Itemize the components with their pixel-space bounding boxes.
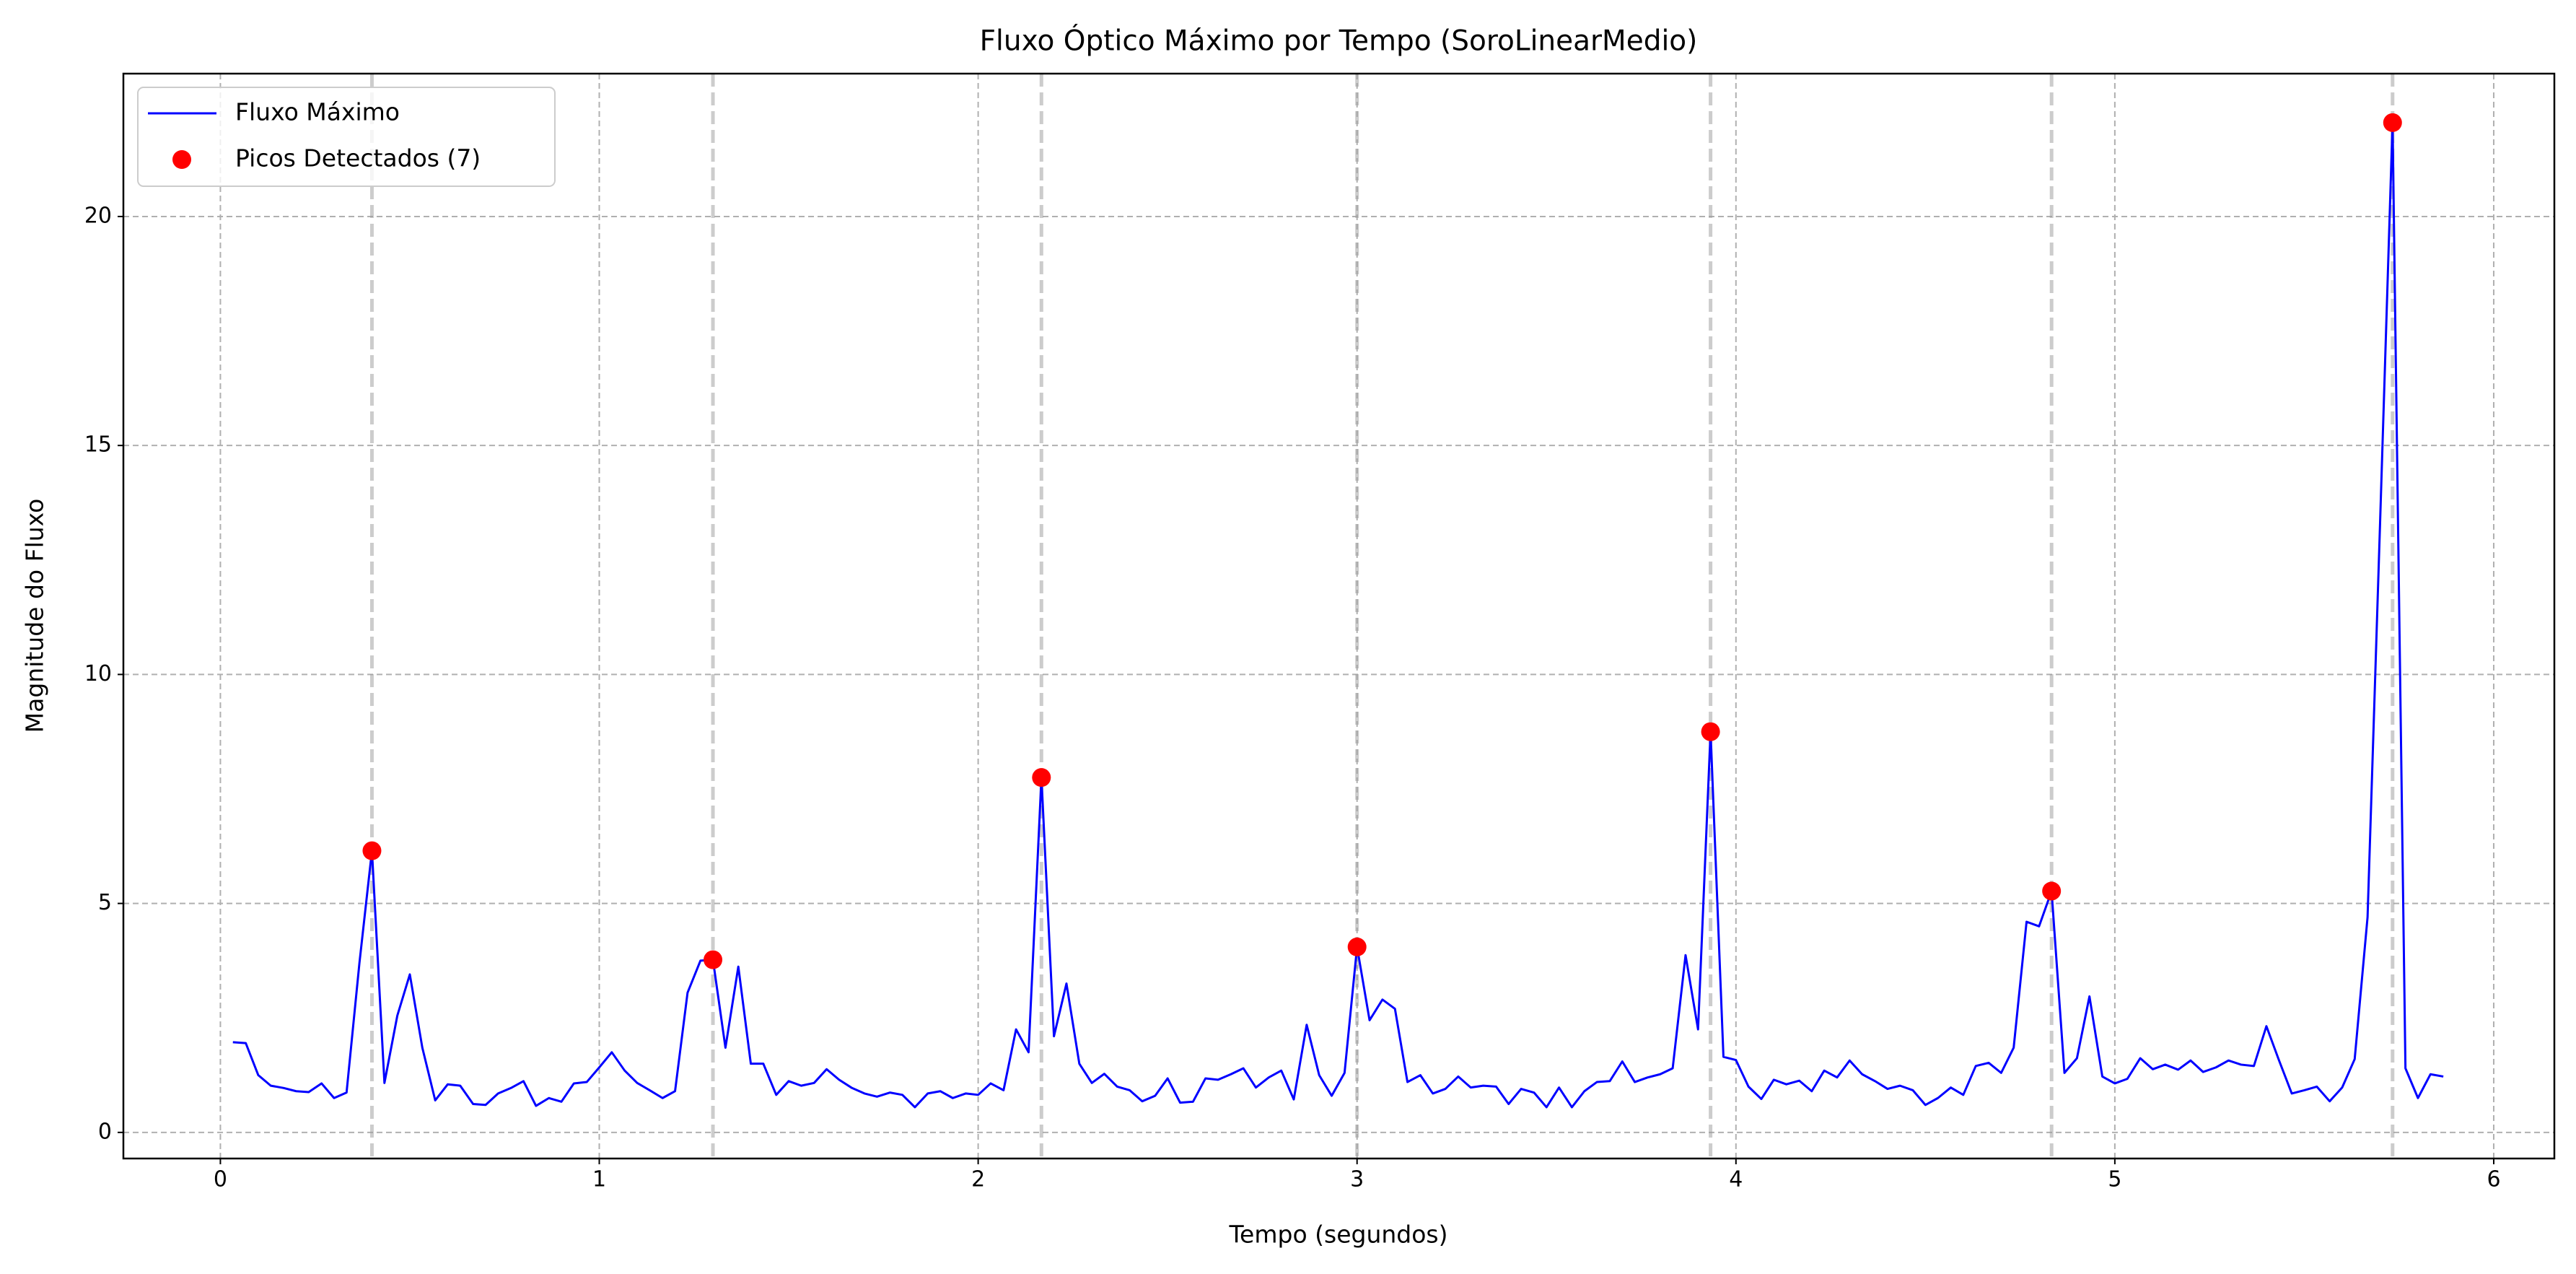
x-axis-label: Tempo (segundos) <box>1229 1221 1448 1249</box>
peak-marker <box>1701 722 1720 741</box>
legend-box <box>137 87 556 187</box>
x-tick-label: 2 <box>971 1167 985 1192</box>
peak-marker <box>362 841 382 860</box>
peak-marker <box>1347 937 1367 956</box>
x-tick-label: 1 <box>592 1167 606 1192</box>
y-tick-label: 20 <box>84 203 112 228</box>
plot-frame <box>122 72 2556 1160</box>
y-tick-label: 10 <box>84 661 112 686</box>
data-line <box>232 121 2444 1109</box>
y-tick-label: 15 <box>84 432 112 458</box>
legend-label: Picos Detectados (7) <box>235 144 481 173</box>
x-tick-label: 3 <box>1350 1167 1364 1192</box>
y-tick-label: 0 <box>98 1119 112 1144</box>
x-tick-label: 4 <box>1729 1167 1743 1192</box>
peak-marker <box>704 950 723 969</box>
y-tick-label: 5 <box>98 890 112 915</box>
peak-marker <box>2383 113 2402 132</box>
x-tick-label: 6 <box>2487 1167 2500 1192</box>
y-axis-label: Magnitude do Fluxo <box>21 499 49 733</box>
chart-title: Fluxo Óptico Máximo por Tempo (SoroLinea… <box>980 24 1698 58</box>
legend-label: Fluxo Máximo <box>235 98 400 126</box>
x-tick-label: 0 <box>214 1167 227 1192</box>
legend-swatch <box>172 150 191 169</box>
peak-marker <box>2042 881 2062 901</box>
x-tick-label: 5 <box>2108 1167 2121 1192</box>
peak-marker <box>1032 768 1051 787</box>
